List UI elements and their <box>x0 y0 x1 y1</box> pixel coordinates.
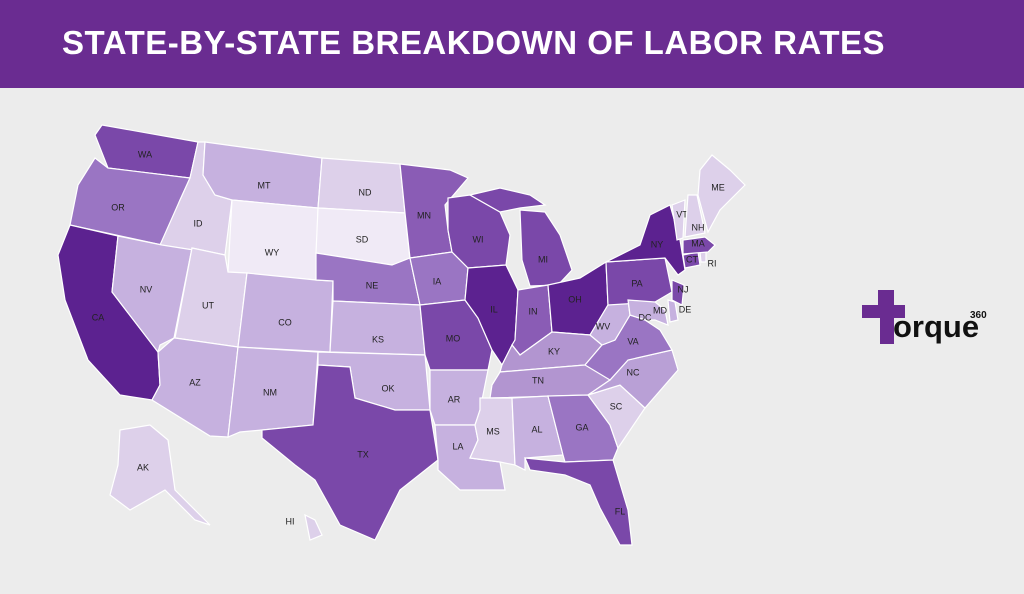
logo: orque 360 <box>862 290 987 344</box>
state-label: IL <box>490 304 498 314</box>
state-shape <box>684 194 706 238</box>
header-bar: STATE-BY-STATE BREAKDOWN OF LABOR RATES <box>0 0 1024 88</box>
state-shape <box>524 457 633 546</box>
state-label: AR <box>448 394 461 404</box>
state-label: SD <box>356 234 369 244</box>
state-shape <box>317 157 406 214</box>
state-label: NV <box>140 284 153 294</box>
state-shape <box>699 251 707 263</box>
state-label: DE <box>679 304 692 314</box>
state-shape <box>682 236 716 255</box>
state-label: MI <box>538 254 548 264</box>
state-label: VT <box>676 209 688 219</box>
state-label: NC <box>627 367 640 377</box>
state-label: CO <box>278 317 292 327</box>
state-shape <box>697 154 746 234</box>
state-label: WA <box>138 149 152 159</box>
state-label: MS <box>486 426 500 436</box>
state-label: SC <box>610 401 623 411</box>
state-label: WI <box>473 234 484 244</box>
state-label: MA <box>691 238 705 248</box>
logo-text: orque <box>893 309 979 344</box>
state-label: PA <box>631 278 642 288</box>
state-label: NH <box>692 222 705 232</box>
state-label: AL <box>531 424 542 434</box>
state-label: CT <box>686 254 698 264</box>
state-label: TN <box>532 375 544 385</box>
state-label: IN <box>529 306 538 316</box>
state-shape <box>671 199 686 241</box>
state-label: ID <box>194 218 204 228</box>
state-label: IA <box>433 276 442 286</box>
page-title: STATE-BY-STATE BREAKDOWN OF LABOR RATES <box>62 24 886 61</box>
state-label: ND <box>359 187 372 197</box>
state-label: MO <box>446 333 461 343</box>
state-shape <box>304 513 323 541</box>
state-label: NY <box>651 239 664 249</box>
state-shape <box>237 272 334 353</box>
state-shape <box>605 204 686 276</box>
state-label: TX <box>357 449 369 459</box>
state-shape <box>261 364 439 541</box>
state-label: VA <box>627 336 638 346</box>
state-label: GA <box>575 422 588 432</box>
state-label: NE <box>366 280 379 290</box>
state-label: OK <box>381 383 394 393</box>
state-label: KY <box>548 346 560 356</box>
state-shape <box>227 199 319 281</box>
state-label: CA <box>92 312 105 322</box>
state-shape <box>468 187 573 287</box>
state-label: MN <box>417 210 431 220</box>
state-label: HI <box>286 516 295 526</box>
state-label: WY <box>265 247 280 257</box>
state-label: MD <box>653 305 667 315</box>
state-label: KS <box>372 334 384 344</box>
state-label: FL <box>615 506 626 516</box>
state-label: ME <box>711 182 725 192</box>
state-label: MT <box>258 180 271 190</box>
state-shape <box>667 299 679 323</box>
state-shape <box>151 337 239 438</box>
state-label: UT <box>202 300 214 310</box>
state-label: RI <box>708 258 717 268</box>
state-shape <box>329 300 426 356</box>
state-label: OR <box>111 202 125 212</box>
state-label: OH <box>568 294 582 304</box>
state-label: NJ <box>678 284 689 294</box>
state-label: NM <box>263 387 277 397</box>
state-label: DC <box>639 312 652 322</box>
logo-mark <box>862 290 905 344</box>
state-shape <box>671 279 685 306</box>
logo-superscript: 360 <box>970 310 987 321</box>
state-label: LA <box>452 441 463 451</box>
state-shape <box>109 424 211 526</box>
state-label: WV <box>596 321 611 331</box>
state-label: AK <box>137 462 149 472</box>
state-label: AZ <box>189 377 201 387</box>
state-shape <box>627 299 669 326</box>
